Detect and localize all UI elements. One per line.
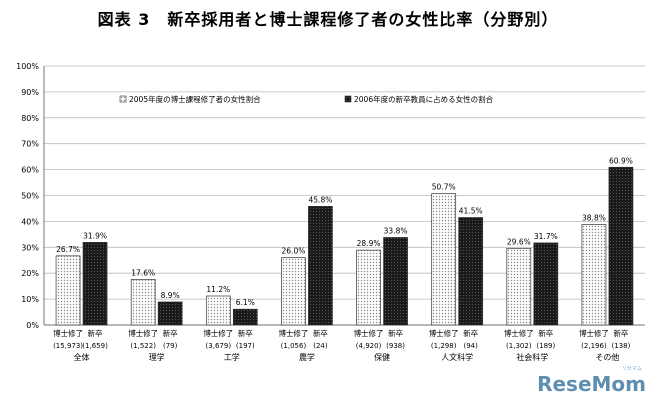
data-labels: 26.7%31.9% 17.6% 8.9% 11.2% 6.1% 26.0% 45.8% 28… bbox=[56, 156, 633, 307]
bar-new-hire bbox=[458, 217, 484, 326]
bar-new-hire bbox=[232, 308, 258, 326]
count-label: (15,973) bbox=[53, 342, 83, 350]
count-label: (3,679) bbox=[206, 342, 232, 350]
bar-sublabel: 博士修了 bbox=[128, 328, 158, 338]
data-label: 38.8% bbox=[582, 214, 606, 223]
bar-new-hire bbox=[608, 166, 634, 326]
legend: 2005年度の博士課程修了者の女性割合 2006年度の新卒教員に占める女性の割合 bbox=[119, 94, 494, 104]
y-tick-label: 20% bbox=[21, 269, 39, 278]
count-label: (79) bbox=[163, 342, 178, 350]
bars bbox=[55, 166, 634, 326]
category-label: 人文科学 bbox=[441, 352, 473, 362]
bar-sublabel: 博士修了 bbox=[579, 328, 609, 338]
data-label: 60.9% bbox=[609, 156, 633, 165]
data-label: 8.9% bbox=[161, 291, 180, 300]
y-tick-label: 60% bbox=[21, 166, 39, 175]
bar-sublabel: 新卒 bbox=[538, 328, 553, 338]
data-label: 17.6% bbox=[131, 268, 155, 277]
bar-sublabel: 博士修了 bbox=[278, 328, 308, 338]
count-label: (197) bbox=[236, 342, 255, 350]
category-label: 社会科学 bbox=[516, 352, 548, 362]
bar-sublabel: 博士修了 bbox=[504, 328, 534, 338]
data-label: 26.0% bbox=[282, 247, 306, 256]
count-label: (189) bbox=[536, 342, 555, 350]
y-tick-label: 70% bbox=[21, 140, 39, 149]
bar-sublabel: 博士修了 bbox=[429, 328, 459, 338]
bar-sublabel: 新卒 bbox=[238, 328, 253, 338]
y-tick-label: 90% bbox=[21, 88, 39, 97]
bar-doctoral bbox=[356, 249, 381, 326]
count-label: (1,302) bbox=[506, 342, 532, 350]
y-tick-label: 40% bbox=[21, 217, 39, 226]
category-label: 全体 bbox=[74, 352, 90, 362]
y-tick-label: 30% bbox=[21, 243, 39, 252]
bar-sublabel: 博士修了 bbox=[203, 328, 233, 338]
category-label: その他 bbox=[595, 352, 619, 362]
data-label: 29.6% bbox=[507, 237, 531, 246]
bar-sublabel: 博士修了 bbox=[354, 328, 384, 338]
category-label: 工学 bbox=[224, 352, 240, 362]
bar-new-hire bbox=[157, 301, 183, 326]
count-label: (2,196) bbox=[581, 342, 607, 350]
bar-sublabel: 新卒 bbox=[463, 328, 478, 338]
watermark-logo: ReseMom bbox=[537, 372, 646, 396]
chart-title: 図表 3 新卒採用者と博士課程修了者の女性比率（分野別） bbox=[97, 10, 559, 29]
data-label: 26.7% bbox=[56, 245, 80, 254]
x-axis-labels: 博士修了 (15,973) 新卒 (1,659) 全体 博士修了 (1,522) 新卒 (79)… bbox=[53, 328, 631, 362]
y-tick-label: 0% bbox=[26, 321, 39, 330]
data-label: 31.7% bbox=[534, 232, 558, 241]
count-label: (1,056) bbox=[281, 342, 307, 350]
bar-new-hire bbox=[533, 242, 559, 326]
bar-doctoral bbox=[281, 257, 306, 326]
category-label: 農学 bbox=[299, 352, 315, 362]
bar-doctoral bbox=[55, 255, 81, 326]
bar-sublabel: 博士修了 bbox=[53, 328, 83, 338]
data-label: 6.1% bbox=[236, 298, 255, 307]
data-label: 11.2% bbox=[206, 285, 230, 294]
count-label: (1,298) bbox=[431, 342, 457, 350]
bar-new-hire bbox=[308, 206, 333, 326]
bar-sublabel: 新卒 bbox=[388, 328, 403, 338]
count-label: (938) bbox=[386, 342, 405, 350]
bar-sublabel: 新卒 bbox=[88, 328, 103, 338]
count-label: (94) bbox=[464, 342, 479, 350]
bar-doctoral bbox=[205, 295, 231, 326]
bar-sublabel: 新卒 bbox=[163, 328, 178, 338]
bar-doctoral bbox=[130, 279, 156, 326]
legend-swatch bbox=[119, 95, 127, 103]
bar-new-hire bbox=[383, 237, 408, 326]
data-label: 45.8% bbox=[309, 195, 333, 204]
bar-sublabel: 新卒 bbox=[613, 328, 628, 338]
count-label: (1,522) bbox=[130, 342, 156, 350]
y-tick-label: 10% bbox=[21, 295, 39, 304]
count-label: (1,659) bbox=[82, 342, 108, 350]
y-tick-label: 80% bbox=[21, 114, 39, 123]
legend-swatch bbox=[344, 95, 352, 103]
bar-new-hire bbox=[82, 242, 108, 326]
y-tick-label: 100% bbox=[16, 62, 39, 71]
watermark-sub: リセマム bbox=[621, 366, 642, 372]
bar-doctoral bbox=[431, 193, 457, 326]
data-label: 33.8% bbox=[384, 226, 408, 235]
data-label: 41.5% bbox=[459, 207, 483, 216]
bar-doctoral bbox=[506, 247, 532, 326]
data-label: 50.7% bbox=[432, 183, 456, 192]
category-label: 理学 bbox=[149, 352, 165, 362]
category-label: 保健 bbox=[374, 352, 390, 362]
legend-label: 2006年度の新卒教員に占める女性の割合 bbox=[354, 94, 494, 104]
data-label: 31.9% bbox=[83, 231, 107, 240]
legend-label: 2005年度の博士課程修了者の女性割合 bbox=[129, 94, 261, 104]
y-tick-label: 50% bbox=[21, 192, 39, 201]
count-label: (138) bbox=[612, 342, 631, 350]
data-label: 28.9% bbox=[357, 239, 381, 248]
bar-sublabel: 新卒 bbox=[313, 328, 328, 338]
count-label: (24) bbox=[313, 342, 328, 350]
bar-doctoral bbox=[581, 224, 607, 326]
count-label: (4,920) bbox=[356, 342, 382, 350]
